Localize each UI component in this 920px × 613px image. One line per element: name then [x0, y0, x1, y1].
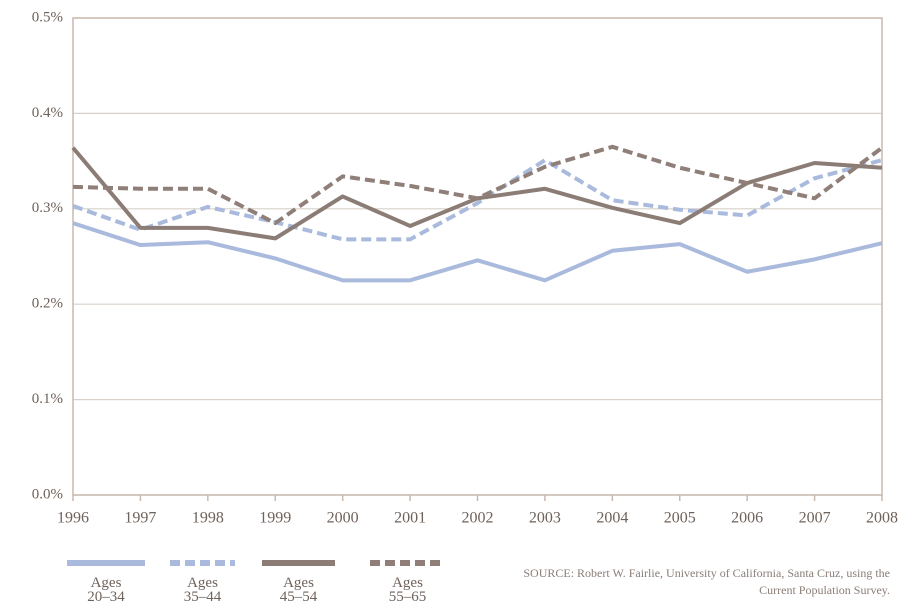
series-line: [71, 146, 883, 241]
y-tick-label: 0.2%: [32, 296, 63, 312]
y-tick-label: 0.5%: [32, 9, 63, 25]
legend-label: Ages 20–34: [87, 575, 125, 605]
x-tick-label: 2007: [799, 510, 831, 527]
source-note: SOURCE: Robert W. Fairlie, University of…: [523, 566, 890, 597]
legend-label: Ages 55–65: [388, 575, 427, 605]
y-tick-label: 0.0%: [32, 486, 63, 502]
x-tick-label: 2002: [462, 510, 494, 527]
x-tick-label: 2003: [529, 510, 561, 527]
x-tick-label: 1997: [124, 510, 156, 527]
x-tick-label: 2006: [731, 510, 763, 527]
plot-border: [72, 17, 883, 496]
y-tick-label: 0.1%: [32, 391, 63, 407]
legend-label: Ages 45–54: [279, 575, 318, 605]
x-tick-label: 1996: [57, 510, 89, 527]
legend-label: Ages 35–44: [183, 575, 222, 605]
y-tick-label: 0.4%: [32, 105, 63, 121]
x-tick-label: 2001: [394, 510, 426, 527]
y-tick-label: 0.3%: [32, 200, 63, 216]
x-tick-label: 2000: [327, 510, 359, 527]
x-tick-label: 2008: [866, 510, 898, 527]
series-line: [72, 158, 883, 242]
series-line: [72, 221, 883, 283]
series-line: [72, 144, 884, 226]
x-tick-label: 2005: [664, 510, 696, 527]
x-tick-label: 1999: [259, 510, 291, 527]
x-tick-label: 1998: [192, 510, 224, 527]
x-tick-label: 2004: [596, 510, 628, 527]
